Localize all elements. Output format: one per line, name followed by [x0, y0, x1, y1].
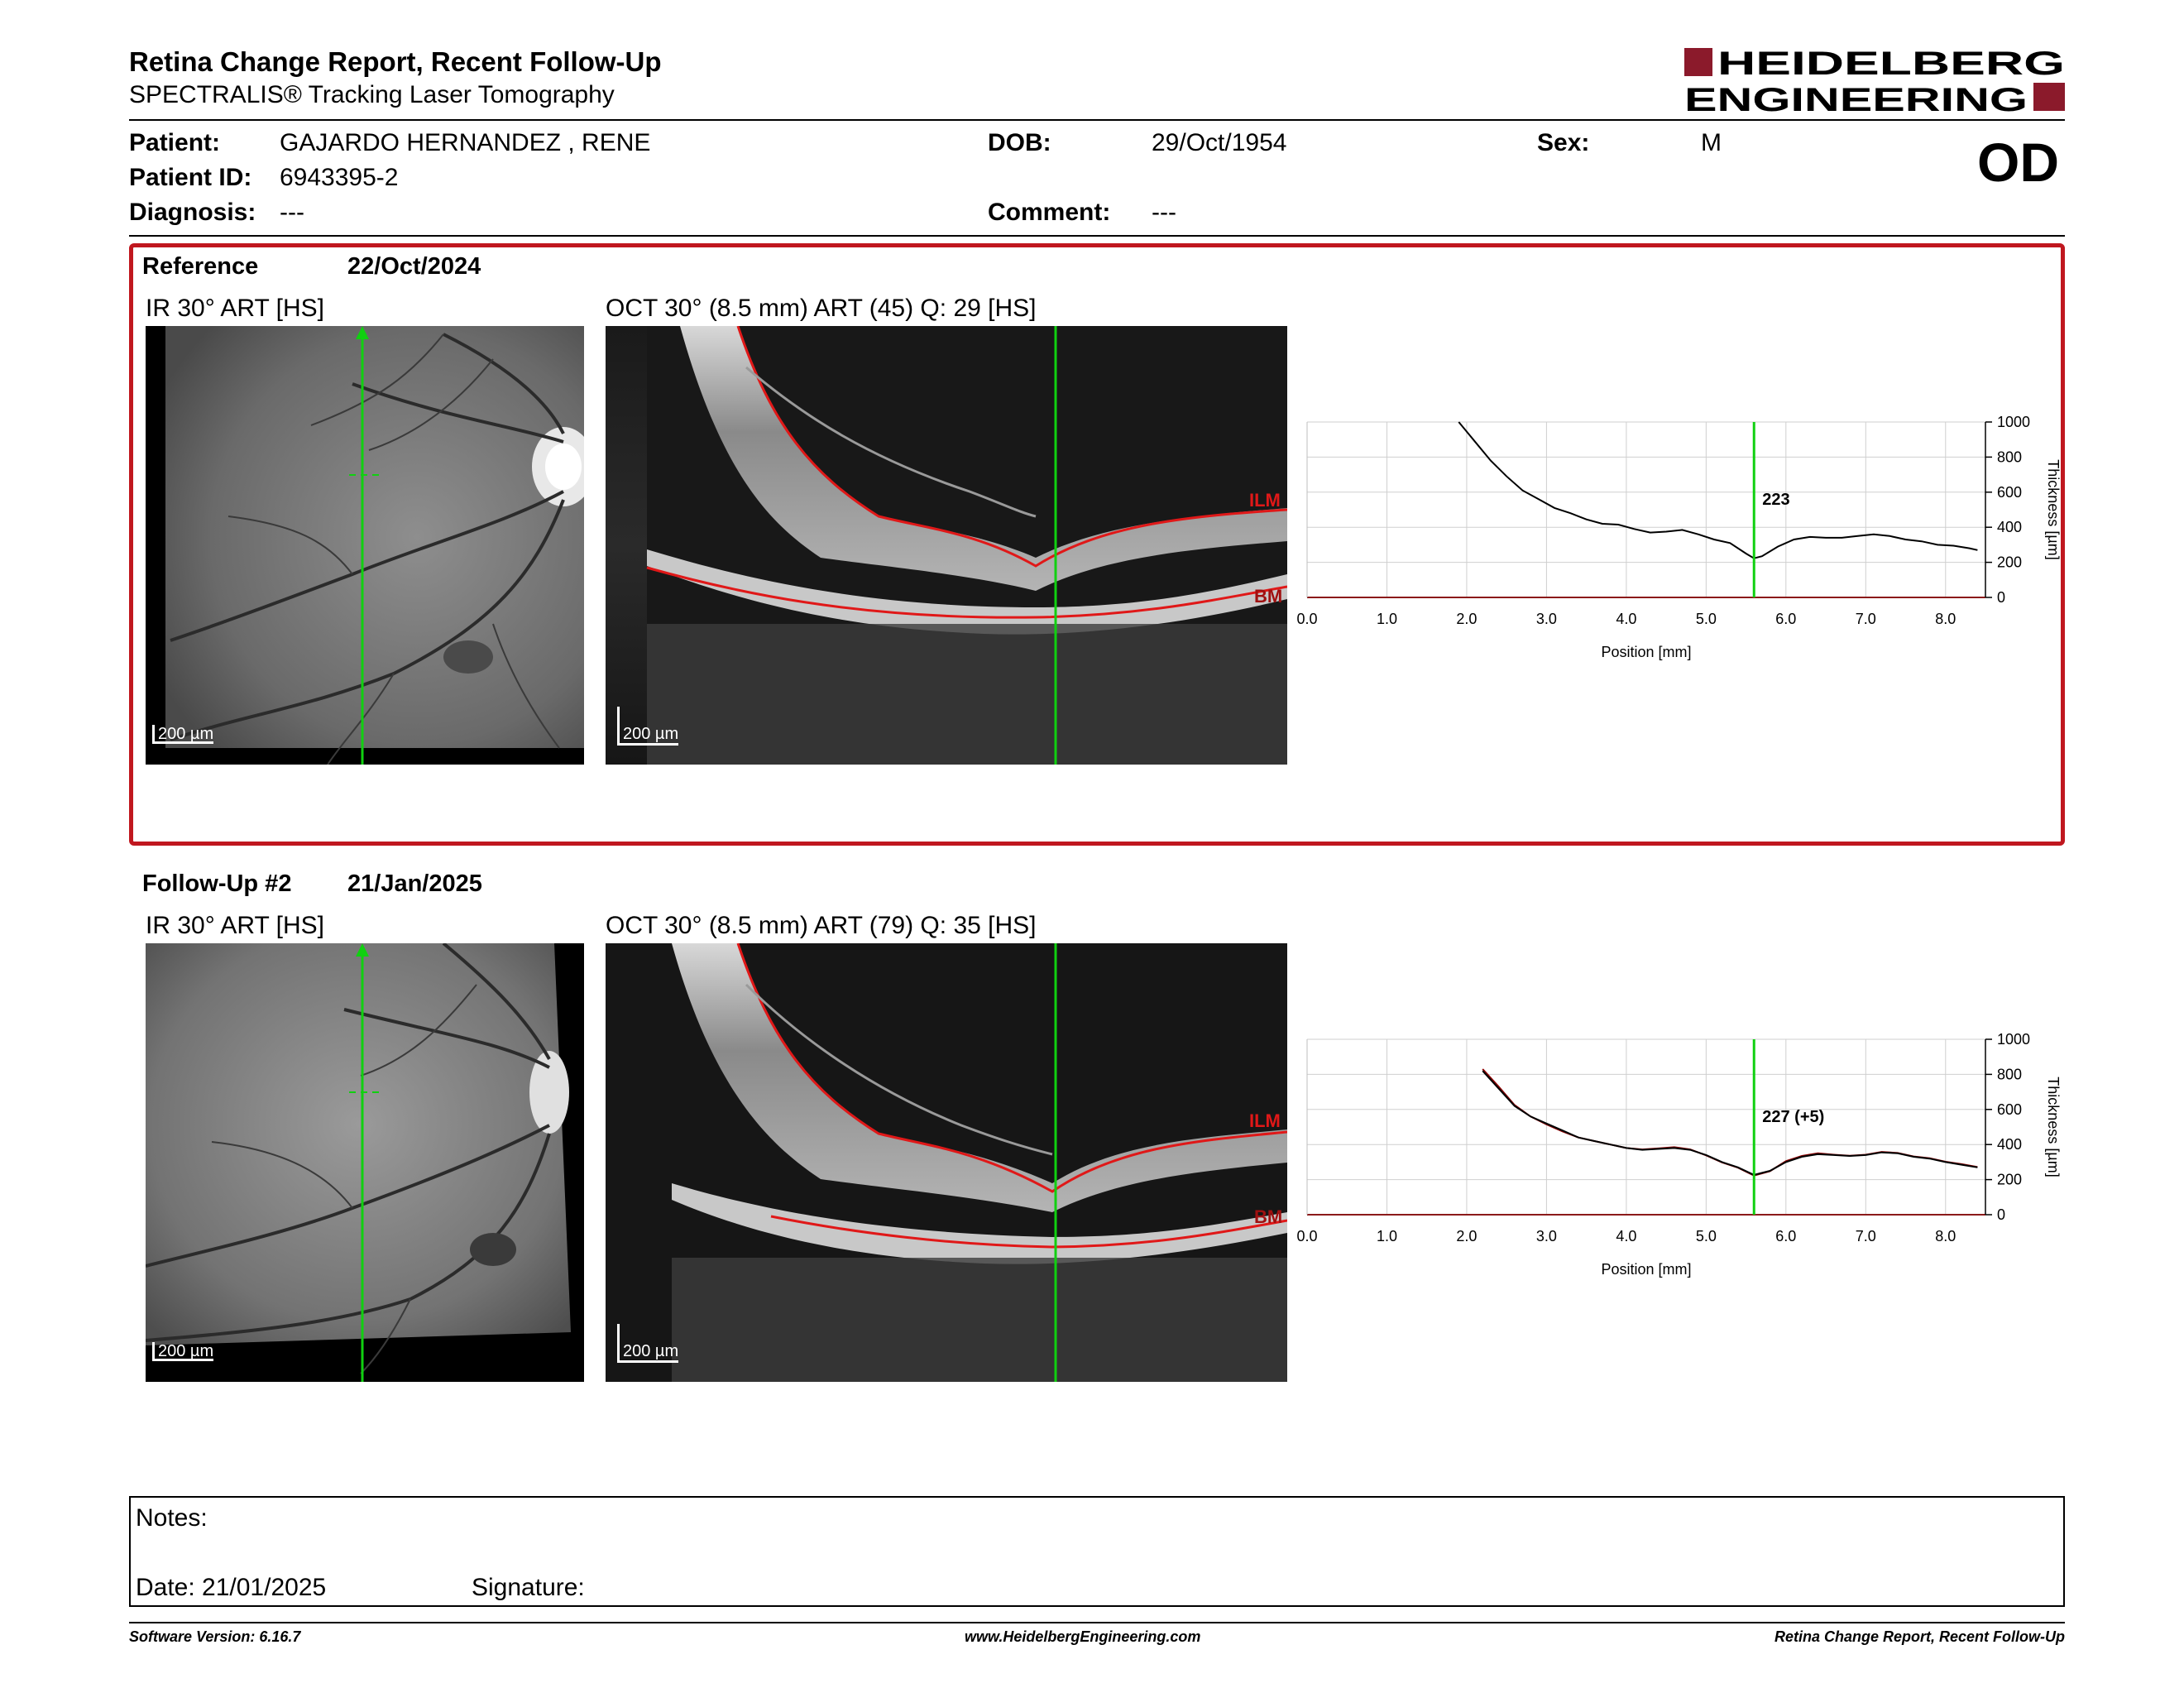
patient-id-value: 6943395-2: [280, 164, 399, 191]
reference-oct-title: OCT 30° (8.5 mm) ART (45) Q: 29 [HS]: [606, 295, 1037, 322]
marker-value-label: 223: [1762, 491, 1789, 509]
logo-line2: ENGINEERING: [1684, 82, 2028, 114]
patient-divider: [129, 235, 2065, 237]
x-tick-label: 0.0: [1296, 611, 1317, 627]
reference-ir-title: IR 30° ART [HS]: [146, 295, 324, 322]
heidelberg-logo: HEIDELBERG ENGINEERING: [1684, 46, 2065, 114]
diagnosis-label: Diagnosis:: [129, 199, 256, 226]
followup-oct-title: OCT 30° (8.5 mm) ART (79) Q: 35 [HS]: [606, 912, 1037, 939]
comment-label: Comment:: [988, 199, 1111, 226]
x-tick-label: 4.0: [1616, 611, 1636, 627]
reference-oct-scalebar: 200 µm: [617, 707, 679, 746]
y-axis-label: Thickness [µm]: [2045, 1077, 2062, 1177]
followup-ir-title: IR 30° ART [HS]: [146, 912, 324, 939]
reference-date: 22/Oct/2024: [347, 253, 481, 280]
followup-date: 21/Jan/2025: [347, 870, 482, 897]
x-tick-label: 4.0: [1616, 1228, 1636, 1244]
reference-ilm-label: ILM: [1249, 490, 1281, 511]
x-axis-label: Position [mm]: [1601, 1261, 1691, 1278]
thickness-series-line: [1482, 1070, 1978, 1176]
y-tick-label: 800: [1997, 1066, 2022, 1082]
footer-divider: [129, 1622, 2065, 1623]
patient-id-label: Patient ID:: [129, 164, 252, 191]
x-tick-label: 2.0: [1456, 1228, 1477, 1244]
followup-bm-label: BM: [1254, 1206, 1282, 1227]
followup-ilm-label: ILM: [1249, 1110, 1281, 1131]
y-axis-label: Thickness [µm]: [2045, 459, 2062, 559]
x-axis-label: Position [mm]: [1601, 644, 1691, 660]
marker-value-label: 227 (+5): [1762, 1108, 1824, 1126]
x-tick-label: 0.0: [1296, 1228, 1317, 1244]
comment-value: ---: [1152, 199, 1176, 226]
notes-label: Notes:: [136, 1504, 208, 1532]
followup-thickness-chart: 0.0 1.0 2.0 3.0 4.0 5.0 6.0 7.0 8.0 0 200 400 600 800…: [1296, 1031, 2062, 1278]
x-tick-label: 5.0: [1696, 611, 1717, 627]
y-tick-label: 600: [1997, 1101, 2022, 1118]
x-tick-label: 7.0: [1856, 611, 1876, 627]
x-tick-label: 8.0: [1935, 611, 1956, 627]
notes-date: Date: 21/01/2025: [136, 1574, 327, 1601]
y-tick-label: 1000: [1997, 414, 2030, 430]
logo-line1: HEIDELBERG: [1717, 46, 2065, 82]
signature-label: Signature:: [472, 1574, 585, 1601]
reference-ir-scalebar: 200 µm: [152, 725, 214, 744]
x-tick-label: 1.0: [1377, 611, 1397, 627]
y-tick-label: 600: [1997, 484, 2022, 501]
x-tick-label: 8.0: [1935, 1228, 1956, 1244]
diagnosis-value: ---: [280, 199, 304, 226]
footer-report-name: Retina Change Report, Recent Follow-Up: [1774, 1628, 2065, 1645]
y-tick-label: 400: [1997, 519, 2022, 535]
x-tick-label: 2.0: [1456, 611, 1477, 627]
footer-software-version: Software Version: 6.16.7: [129, 1628, 301, 1645]
y-tick-label: 1000: [1997, 1031, 2030, 1048]
report-subtitle: SPECTRALIS® Tracking Laser Tomography: [129, 81, 615, 108]
y-tick-label: 0: [1997, 1206, 2005, 1223]
y-tick-label: 200: [1997, 1172, 2022, 1188]
dob-value: 29/Oct/1954: [1152, 129, 1287, 156]
eye-indicator: OD: [1977, 132, 2059, 193]
followup-ir-image[interactable]: 200 µm: [146, 943, 584, 1382]
reference-bm-label: BM: [1254, 586, 1282, 607]
reference-oct-image[interactable]: ILM BM 200 µm: [606, 326, 1287, 765]
dob-label: DOB:: [988, 129, 1051, 156]
patient-label: Patient:: [129, 129, 221, 156]
x-tick-label: 6.0: [1775, 1228, 1796, 1244]
x-tick-label: 3.0: [1536, 1228, 1557, 1244]
y-tick-label: 800: [1997, 448, 2022, 465]
thickness-series-line: [1482, 1068, 1978, 1177]
followup-ir-scalebar: 200 µm: [152, 1342, 214, 1361]
y-tick-label: 400: [1997, 1136, 2022, 1153]
header-divider: [129, 119, 2065, 121]
y-tick-label: 0: [1997, 589, 2005, 606]
sex-value: M: [1701, 129, 1722, 156]
followup-oct-scalebar: 200 µm: [617, 1324, 679, 1363]
x-tick-label: 3.0: [1536, 611, 1557, 627]
y-tick-label: 200: [1997, 554, 2022, 571]
x-tick-label: 7.0: [1856, 1228, 1876, 1244]
footer-website-link[interactable]: www.HeidelbergEngineering.com: [965, 1628, 1201, 1645]
reference-ir-image[interactable]: 200 µm: [146, 326, 584, 765]
reference-thickness-chart: 0.0 1.0 2.0 3.0 4.0 5.0 6.0 7.0 8.0 0 200 400 600 800…: [1296, 414, 2062, 660]
sex-label: Sex:: [1537, 129, 1590, 156]
x-tick-label: 6.0: [1775, 611, 1796, 627]
x-tick-label: 1.0: [1377, 1228, 1397, 1244]
reference-label: Reference: [142, 253, 259, 280]
followup-label: Follow-Up #2: [142, 870, 292, 897]
notes-box[interactable]: Notes: Date: 21/01/2025 Signature:: [129, 1496, 2065, 1607]
patient-name: GAJARDO HERNANDEZ , RENE: [280, 129, 651, 156]
thickness-series-line: [1458, 421, 1978, 559]
followup-oct-image[interactable]: ILM BM 200 µm: [606, 943, 1287, 1382]
x-tick-label: 5.0: [1696, 1228, 1717, 1244]
report-title: Retina Change Report, Recent Follow-Up: [129, 46, 662, 77]
reference-frame: [129, 243, 2065, 846]
